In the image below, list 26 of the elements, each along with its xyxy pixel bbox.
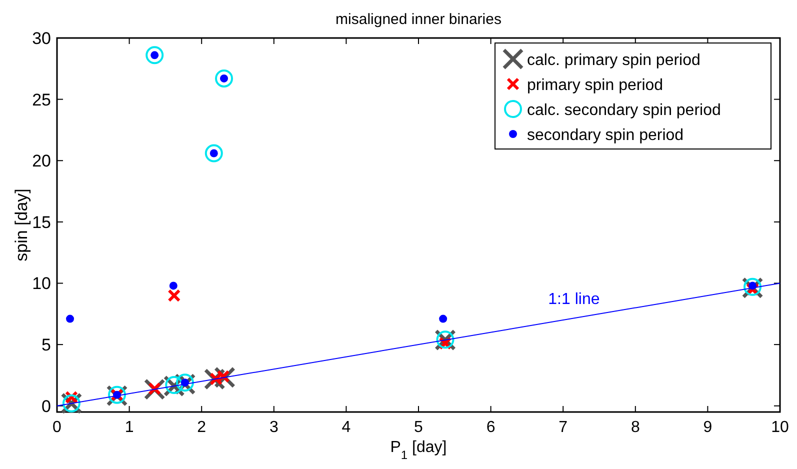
chart-title: misaligned inner binaries [336, 11, 502, 28]
y-axis-title: spin [day] [12, 188, 31, 262]
y-tick-label: 10 [32, 274, 51, 294]
x-tick-label: 4 [342, 419, 351, 436]
y-tick-label: 30 [32, 29, 51, 48]
x-axis-title: P$_{1}$ [day] [390, 439, 447, 462]
y-tick-label: 20 [32, 152, 51, 171]
x-tick-label: 3 [269, 419, 278, 436]
legend-label: calc. secondary spin period [527, 102, 721, 119]
y-tick-label: 5 [42, 336, 51, 355]
legend-label: secondary spin period [527, 127, 684, 144]
x-tick-label: 0 [52, 419, 62, 436]
x-tick-label: 6 [486, 419, 496, 436]
legend-label: primary spin period [527, 77, 664, 94]
y-tick-label: 15 [32, 212, 51, 232]
y-tick-label: 0 [42, 396, 51, 416]
x-tick-label: 2 [197, 419, 206, 436]
x-tick-label: 7 [558, 419, 568, 436]
x-tick-label: 5 [414, 419, 424, 436]
x-tick-label: 8 [630, 419, 640, 436]
series-label: 1:1 line [548, 291, 600, 308]
x-tick-label: 10 [771, 419, 789, 436]
x-tick-label: 1 [124, 419, 134, 436]
y-tick-label: 25 [32, 90, 51, 110]
legend-label: calc. primary spin period [527, 52, 700, 69]
x-tick-label: 9 [703, 419, 712, 436]
